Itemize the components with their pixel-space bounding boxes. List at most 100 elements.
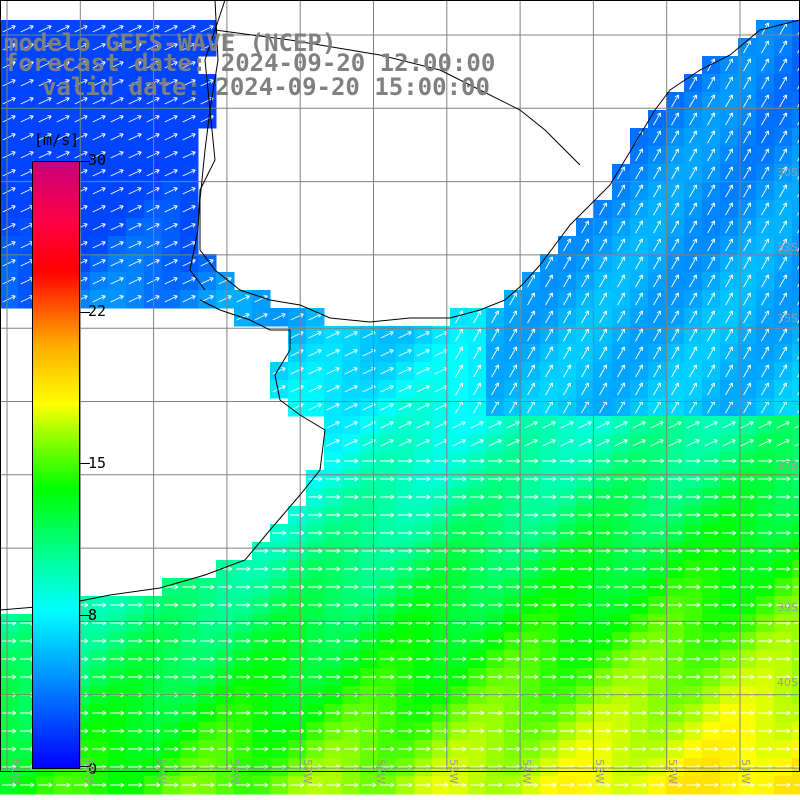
wind-arrow	[581, 310, 590, 324]
wind-arrow	[722, 421, 736, 429]
wind-arrow	[614, 638, 629, 644]
wind-arrow	[722, 584, 737, 590]
wind-arrow	[326, 458, 341, 464]
wind-arrow	[668, 656, 683, 662]
wind-arrow	[398, 349, 412, 357]
wind-arrow	[758, 638, 773, 644]
wind-arrow	[542, 458, 557, 464]
wind-arrow	[290, 656, 305, 662]
wind-arrow	[344, 728, 359, 734]
wind-arrow	[74, 151, 88, 159]
lon-label: 58W	[228, 759, 241, 784]
wind-arrow	[506, 458, 521, 464]
wind-arrow	[398, 476, 413, 482]
wind-arrow	[200, 638, 215, 644]
lon-label: 52W	[666, 759, 679, 784]
wind-arrow	[542, 728, 557, 734]
wind-arrow	[506, 602, 521, 608]
wind-arrow	[542, 476, 557, 482]
wind-arrow	[380, 349, 394, 357]
wind-arrow	[488, 439, 502, 447]
wind-arrow	[200, 584, 215, 590]
wind-arrow	[743, 292, 752, 306]
wind-arrow	[686, 656, 701, 662]
wind-arrow	[689, 184, 698, 198]
wind-arrow	[668, 548, 683, 554]
wind-arrow	[779, 220, 788, 234]
wind-arrow	[542, 530, 557, 536]
wind-arrow	[344, 674, 359, 680]
wind-arrow	[635, 238, 644, 252]
wind-arrow	[761, 382, 770, 396]
wind-arrow	[689, 364, 698, 378]
wind-arrow	[761, 76, 770, 90]
wind-arrow	[236, 638, 251, 644]
wind-arrow	[434, 782, 449, 788]
wind-arrow	[308, 494, 323, 500]
wind-arrow	[92, 746, 107, 752]
wind-arrow	[326, 494, 341, 500]
wind-arrow	[308, 530, 323, 536]
wind-arrow	[779, 40, 788, 54]
wind-arrow	[146, 205, 160, 213]
wind-arrow	[488, 746, 503, 752]
wind-arrow	[650, 656, 665, 662]
wind-arrow	[470, 710, 485, 716]
wind-arrow	[524, 782, 539, 788]
wind-arrow	[758, 458, 773, 464]
wind-arrow	[740, 530, 755, 536]
wind-arrow	[635, 148, 644, 162]
wind-arrow	[581, 256, 590, 270]
wind-arrow	[596, 656, 611, 662]
wind-arrow	[758, 494, 773, 500]
wind-arrow	[689, 76, 698, 90]
wind-arrow	[704, 710, 719, 716]
wind-arrow	[236, 746, 251, 752]
wind-cell	[792, 236, 800, 255]
wind-arrow	[2, 43, 16, 51]
lat-label: 37S	[777, 459, 798, 472]
wind-arrow	[722, 710, 737, 716]
lon-label: 59W	[155, 759, 168, 784]
wind-arrow	[164, 674, 179, 680]
wind-arrow	[689, 382, 698, 396]
wind-arrow	[524, 602, 539, 608]
wind-arrow	[632, 638, 647, 644]
wind-arrow	[455, 328, 464, 342]
wind-arrow	[398, 512, 413, 518]
wind-arrow	[653, 130, 662, 144]
wind-arrow	[560, 584, 575, 590]
wind-arrow	[776, 566, 791, 572]
wind-arrow	[617, 346, 626, 360]
wind-arrow	[563, 238, 572, 252]
wind-arrow	[704, 494, 719, 500]
wind-arrow	[725, 202, 734, 216]
wind-arrow	[74, 25, 88, 33]
wind-arrow	[617, 382, 626, 396]
wind-arrow	[707, 382, 716, 396]
wind-arrow	[689, 148, 698, 162]
wind-arrow	[653, 148, 662, 162]
wind-arrow	[272, 674, 287, 680]
wind-arrow	[110, 43, 124, 51]
wind-arrow	[2, 656, 17, 662]
wind-arrow	[146, 710, 161, 716]
wind-arrow	[743, 184, 752, 198]
wind-arrow	[254, 746, 269, 752]
wind-arrow	[722, 782, 737, 788]
wind-arrow	[455, 346, 464, 360]
wind-arrow	[686, 710, 701, 716]
wind-arrow	[758, 674, 773, 680]
wind-arrow	[56, 97, 70, 105]
wind-arrow	[599, 382, 608, 396]
wind-arrow	[146, 43, 160, 51]
wind-arrow	[326, 548, 341, 554]
wind-arrow	[704, 746, 719, 752]
country-border	[189, 0, 219, 291]
wind-arrow	[797, 371, 800, 378]
wind-arrow	[398, 458, 413, 464]
wind-arrow	[2, 277, 16, 285]
wind-arrow	[344, 512, 359, 518]
wind-arrow	[128, 656, 143, 662]
wind-arrow	[740, 602, 755, 608]
